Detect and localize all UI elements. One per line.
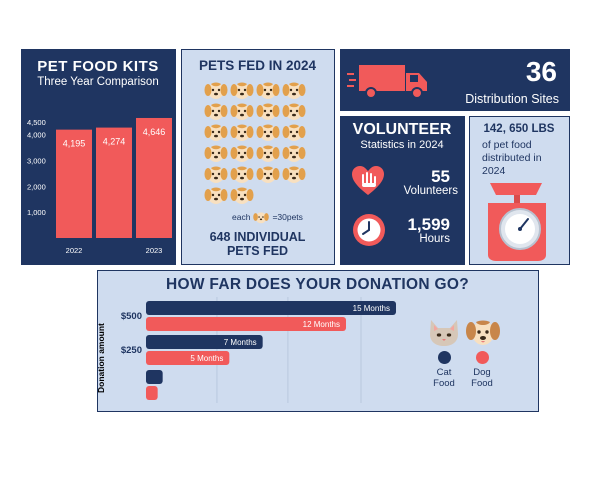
dog-face-icon xyxy=(230,145,254,162)
donation-bar-chart: Donation amount $500 15 Months 12 Months $25… xyxy=(98,297,396,403)
dog-face-icon-partial xyxy=(257,188,277,204)
kits-bar xyxy=(136,117,172,238)
dog-face-icon xyxy=(204,187,228,204)
donation-data-label: 7 Months xyxy=(224,338,257,347)
dog-face-icon xyxy=(256,145,280,162)
distribution-sites-panel: 36 Distribution Sites xyxy=(340,49,570,111)
pets-fed-legend: each =30pets xyxy=(232,210,332,224)
dog-face-icon xyxy=(282,166,306,183)
dog-face-icon xyxy=(230,103,254,120)
kits-bar-chart: 1,000 2,000 3,000 4,000 4,500 4,195 2022 4,274 4… xyxy=(27,117,172,255)
dog-face-icon xyxy=(282,82,306,99)
dog-face-icon xyxy=(230,82,254,99)
pets-fed-headline-2: PETS FED xyxy=(226,244,289,258)
heart-hands-icon xyxy=(352,166,384,195)
lbs-panel: 142, 650 LBS of pet food distributed in … xyxy=(469,116,570,265)
volunteer-count-label: Volunteers xyxy=(403,185,458,197)
cat-face-icon xyxy=(430,320,458,346)
kits-y-tick: 3,000 xyxy=(27,157,46,166)
legend-swatch-cat xyxy=(438,351,451,364)
dog-face-icon xyxy=(204,103,228,120)
donation-category-label: $500 xyxy=(121,311,142,322)
donation-category-label: $250 xyxy=(121,345,142,356)
pets-fed-panel: PETS FED IN 2024 each =30pets 648 INDIVI… xyxy=(181,49,335,265)
dog-face-icon xyxy=(204,145,228,162)
legend-dog-label-1: Dog xyxy=(473,367,491,378)
donation-data-label: 5 Months xyxy=(190,354,223,363)
volunteer-panel: VOLUNTEER Statistics in 2024 55 Voluntee… xyxy=(340,116,465,265)
kits-y-tick: 2,000 xyxy=(27,182,46,191)
dog-face-icon xyxy=(282,124,306,141)
donation-panel: HOW FAR DOES YOUR DONATION GO? Donation … xyxy=(97,270,539,412)
dog-face-icon xyxy=(256,166,280,183)
legend-value-label: =30pets xyxy=(272,212,303,222)
scale-icon xyxy=(488,183,546,261)
kits-data-label: 4,195 xyxy=(63,139,86,149)
dog-face-icon xyxy=(204,124,228,141)
donation-bar xyxy=(146,386,158,400)
dog-face-icon xyxy=(256,124,280,141)
kits-data-label: 4,274 xyxy=(103,137,126,147)
pet-food-kits-panel: PET FOOD KITS Three Year Comparison 1,00… xyxy=(21,49,176,265)
kits-bar xyxy=(96,127,132,238)
pets-fed-headline-1: 648 INDIVIDUAL xyxy=(209,230,306,244)
sites-label: Distribution Sites xyxy=(465,92,559,106)
lbs-line-1: of pet food xyxy=(482,139,532,151)
kits-y-tick: 1,000 xyxy=(27,208,46,217)
legend-cat-label-1: Cat xyxy=(436,367,452,378)
volunteer-hours-label: Hours xyxy=(419,233,450,245)
kits-subtitle: Three Year Comparison xyxy=(37,76,159,88)
donation-data-label: 12 Months xyxy=(303,320,340,329)
kits-y-tick: 4,000 xyxy=(27,131,46,140)
dog-face-icon xyxy=(230,124,254,141)
volunteer-subtitle: Statistics in 2024 xyxy=(360,139,444,151)
donation-bar xyxy=(146,351,230,365)
donation-title: HOW FAR DOES YOUR DONATION GO? xyxy=(166,276,469,293)
dog-face-icon xyxy=(282,145,306,162)
legend-swatch-dog xyxy=(476,351,489,364)
dog-face-icon xyxy=(204,166,228,183)
clock-icon xyxy=(353,214,385,246)
volunteer-title: VOLUNTEER xyxy=(352,121,452,138)
kits-title: PET FOOD KITS xyxy=(37,58,159,75)
dog-face-icon xyxy=(253,212,270,224)
lbs-value: 142, 650 LBS xyxy=(483,123,555,135)
kits-data-label: 4,646 xyxy=(143,127,166,137)
lbs-line-2: distributed in xyxy=(482,152,542,164)
kits-x-tick: 2022 xyxy=(66,246,83,255)
donation-bar xyxy=(146,370,163,384)
legend-dog-label-2: Food xyxy=(471,378,493,389)
kits-x-tick: 2023 xyxy=(146,246,163,255)
dog-face-icon xyxy=(230,187,254,204)
volunteer-count: 55 xyxy=(431,167,450,186)
kits-y-tick: 4,500 xyxy=(27,118,46,127)
pets-fed-title: PETS FED IN 2024 xyxy=(198,58,317,73)
kits-bar xyxy=(56,129,92,238)
donation-bar xyxy=(146,317,346,331)
dog-face-icon xyxy=(230,166,254,183)
volunteer-hours: 1,599 xyxy=(407,215,450,234)
dog-face-icon xyxy=(282,103,306,120)
donation-bar xyxy=(146,335,263,349)
dog-face-icon xyxy=(204,82,228,99)
truck-icon xyxy=(347,65,427,99)
dog-face-icon xyxy=(256,82,280,99)
sites-count: 36 xyxy=(525,56,557,87)
donation-y-label: Donation amount xyxy=(98,323,106,393)
lbs-line-3: 2024 xyxy=(482,165,506,177)
dog-icon-grid xyxy=(204,82,306,204)
legend-each-label: each xyxy=(232,212,251,222)
legend-cat-label-2: Food xyxy=(433,378,455,389)
dog-face-icon xyxy=(466,320,500,345)
dog-face-icon xyxy=(256,103,280,120)
donation-data-label: 15 Months xyxy=(353,304,390,313)
donation-bar xyxy=(146,301,396,315)
